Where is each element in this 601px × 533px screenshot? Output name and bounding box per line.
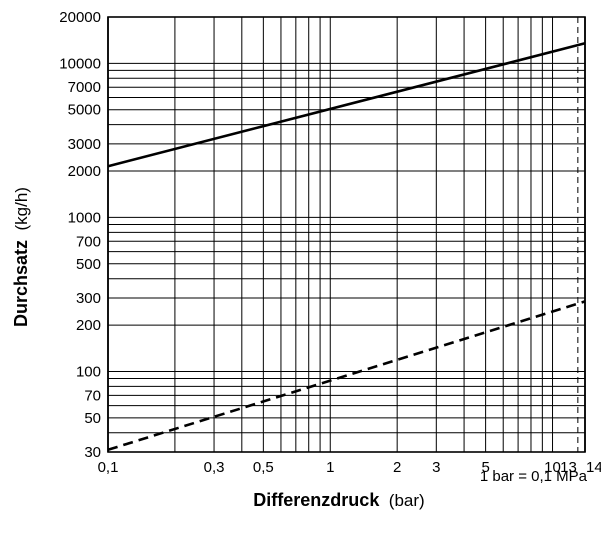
x-tick-labels: 0,1 0,3 0,5 1 2 3 5 10 13 14	[98, 459, 601, 476]
y-axis-title-main: Durchsatz	[11, 240, 31, 327]
y-tick-label: 300	[76, 290, 101, 307]
x-tick-label: 13	[560, 459, 577, 476]
y-tick-label: 700	[76, 233, 101, 250]
x-tick-label: 3	[432, 459, 440, 476]
y-axis-title-unit: (kg/h)	[12, 187, 31, 230]
y-tick-labels: 30 50 70 100 200 300 500 700 1000 2000 3000 5000 700…	[59, 9, 101, 461]
y-tick-label: 10000	[59, 55, 101, 72]
x-tick-label: 0,3	[204, 459, 225, 476]
y-tick-label: 100	[76, 363, 101, 380]
x-tick-label: 1	[326, 459, 334, 476]
x-tick-label: 2	[393, 459, 401, 476]
y-tick-label: 200	[76, 317, 101, 334]
x-axis-title-main: Differenzdruck	[253, 490, 380, 510]
y-tick-label: 3000	[68, 136, 101, 153]
x-tick-label: 10	[544, 459, 561, 476]
x-tick-label: 5	[481, 459, 489, 476]
plot-frame	[107, 16, 586, 453]
y-tick-label: 5000	[68, 102, 101, 119]
y-tick-label: 30	[84, 444, 101, 461]
x-axis-title-unit: (bar)	[389, 491, 425, 510]
grid	[107, 16, 586, 453]
series-line-solid	[107, 42, 586, 168]
y-tick-label: 1000	[68, 209, 101, 226]
y-tick-label: 7000	[68, 79, 101, 96]
y-tick-label: 70	[84, 387, 101, 404]
y-axis-title: Durchsatz (kg/h)	[11, 187, 31, 327]
unit-conversion-note: 1 bar = 0,1 MPa	[480, 468, 588, 485]
series-group	[107, 42, 586, 452]
x-tick-label: 0,1	[98, 459, 119, 476]
y-tick-label: 50	[84, 410, 101, 427]
x-tick-label: 0,5	[253, 459, 274, 476]
y-tick-label: 2000	[68, 163, 101, 180]
y-tick-label: 500	[76, 256, 101, 273]
x-axis-title: Differenzdruck (bar)	[253, 490, 424, 510]
x-tick-label: 14	[586, 459, 601, 476]
y-tick-label: 20000	[59, 9, 101, 26]
series-line-dashed	[107, 300, 586, 452]
